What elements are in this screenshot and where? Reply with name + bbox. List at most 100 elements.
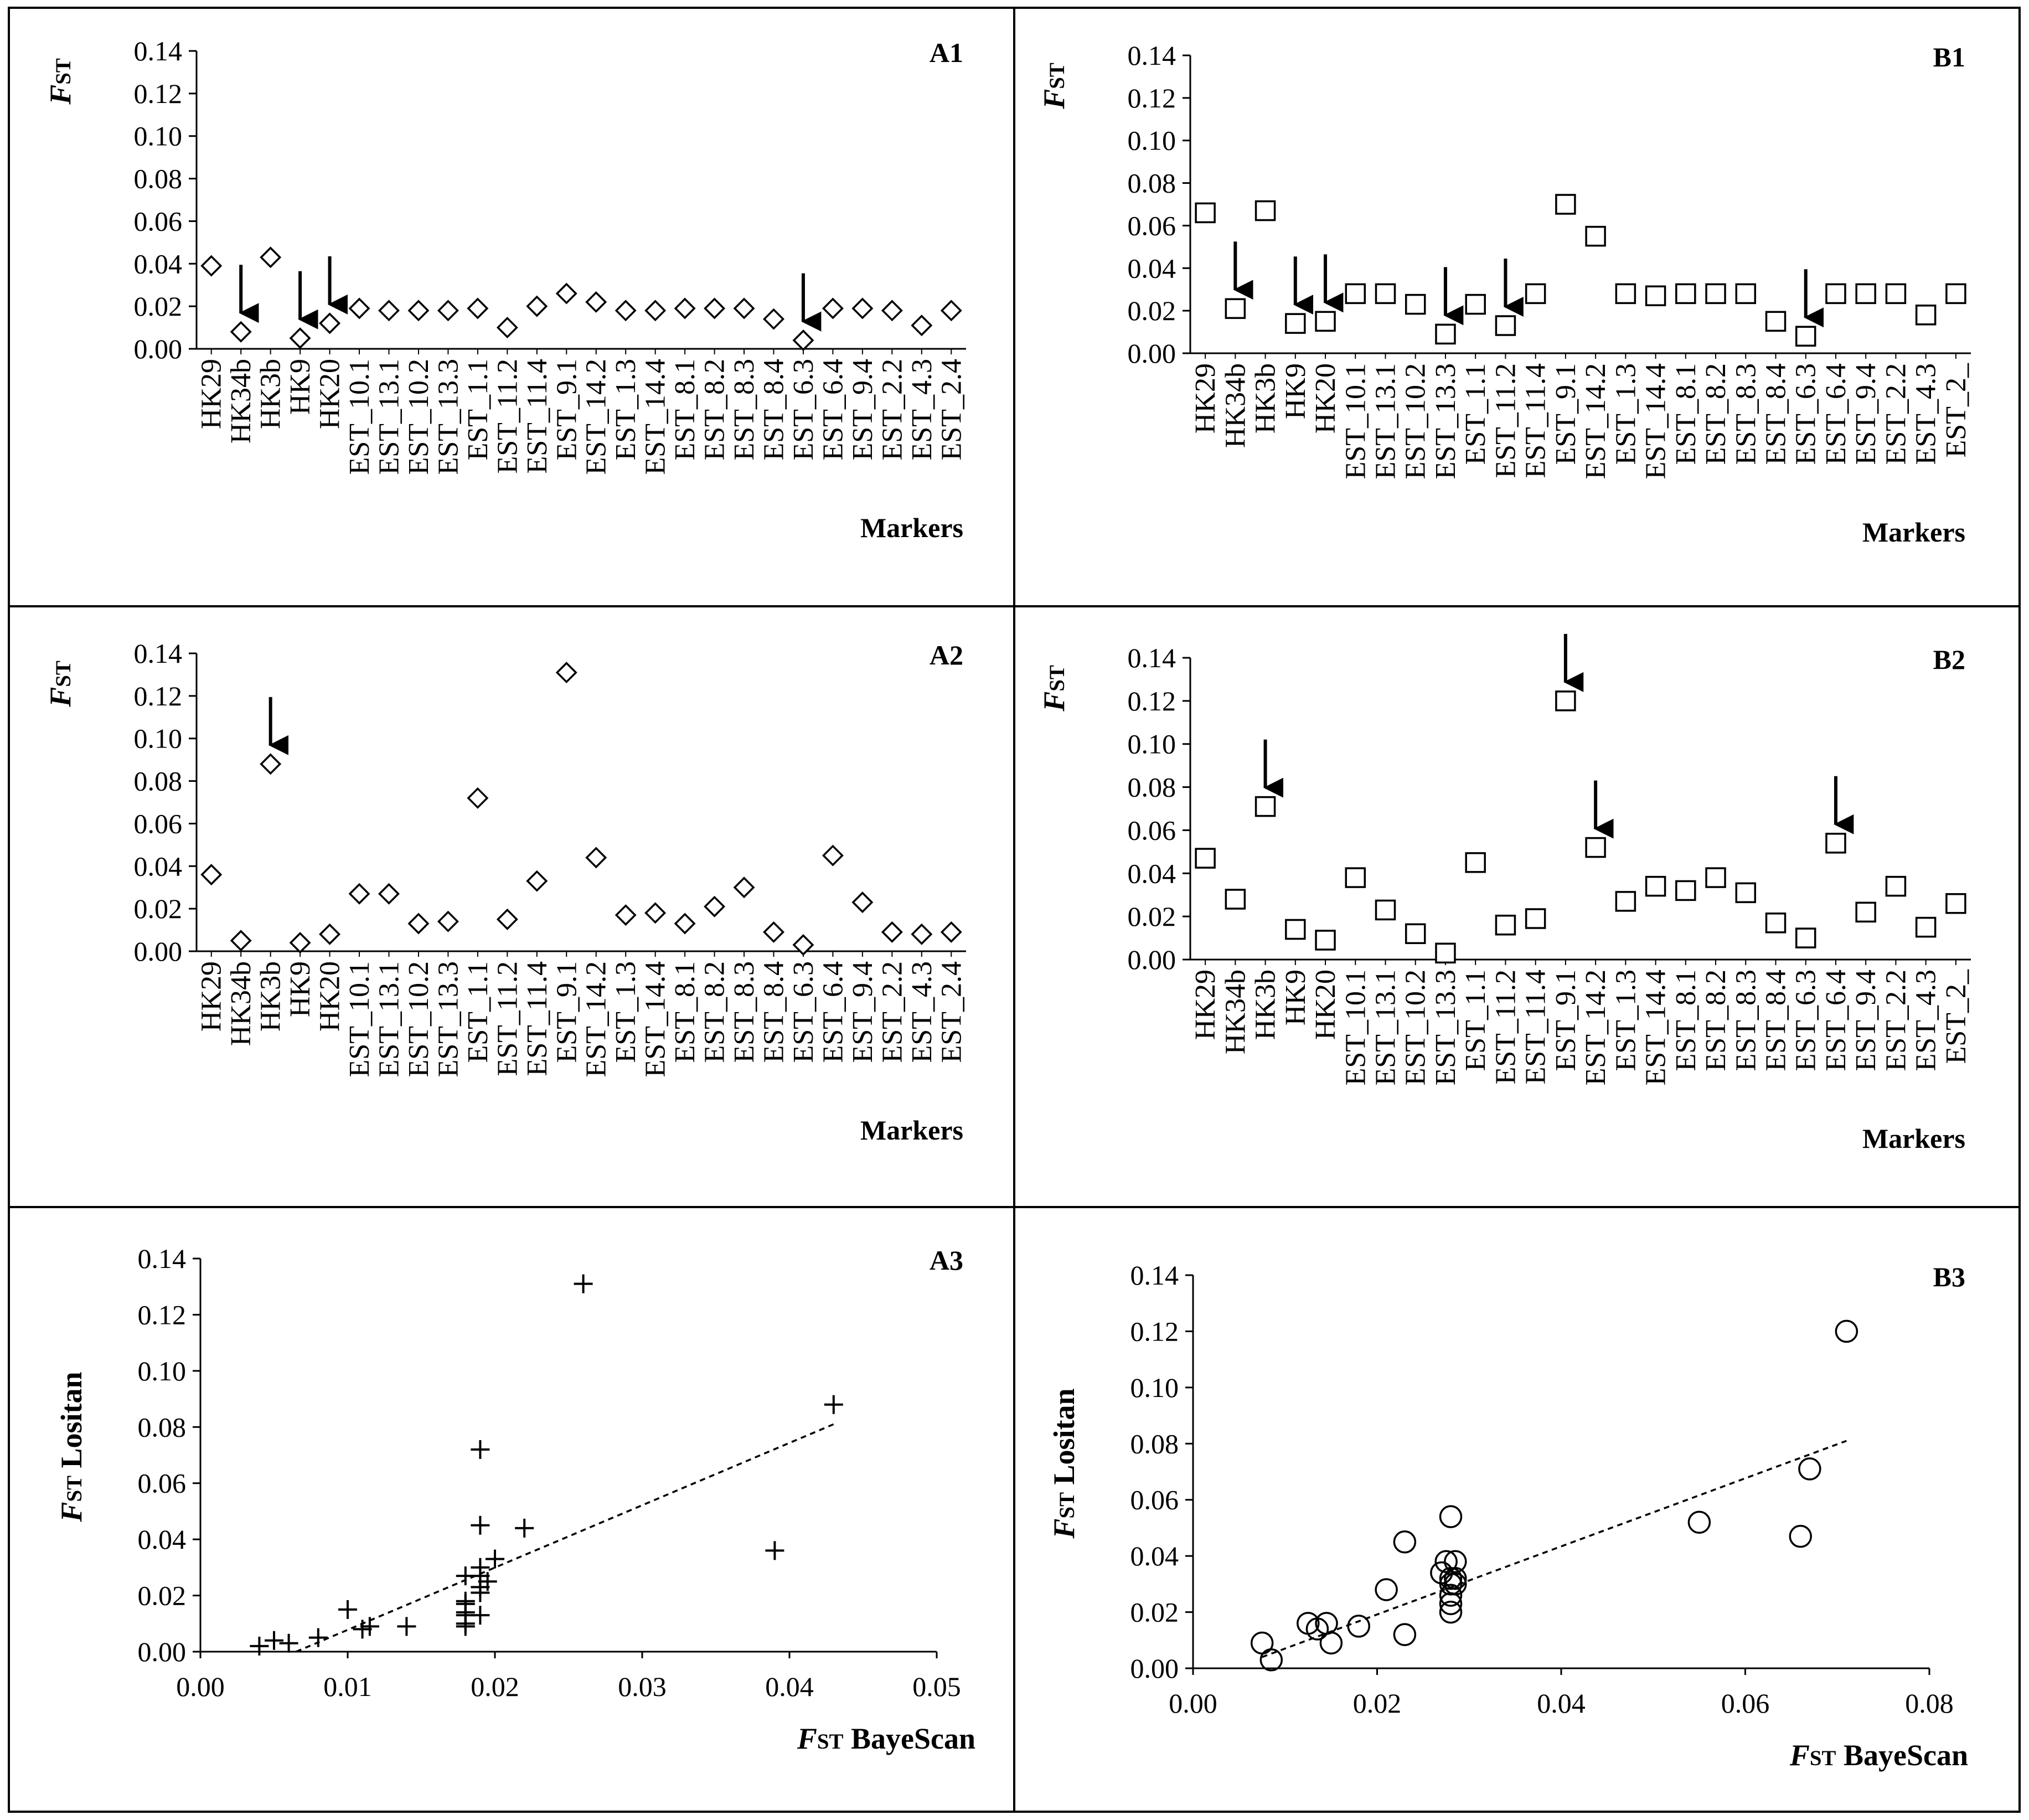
x-tick-label: EST_8.3 <box>1730 970 1762 1071</box>
data-point <box>1825 833 1846 854</box>
y-axis-label: FST <box>1037 63 1071 110</box>
data-point <box>704 895 726 917</box>
data-point <box>1615 283 1636 305</box>
y-tick-label: 0.14 <box>1130 1260 1179 1291</box>
x-tick-label: EST_6.4 <box>817 359 849 460</box>
x-tick-label: EST_11.4 <box>1520 363 1552 478</box>
data-point <box>319 923 341 945</box>
x-tick-label: EST_10.1 <box>344 359 375 475</box>
x-tick-label: EST_14.4 <box>1640 970 1672 1085</box>
x-tick-label: HK34b <box>225 359 257 444</box>
x-tick-label: EST_13.3 <box>432 359 464 475</box>
x-tick-label: EST_4.3 <box>906 359 938 460</box>
data-point <box>911 923 933 945</box>
x-tick-label: EST_8.2 <box>699 359 731 460</box>
x-axis-label: Markers <box>1862 1123 1965 1154</box>
x-tick-label: EST_6.4 <box>1820 363 1852 465</box>
x-tick-label: EST_14.2 <box>1580 363 1612 479</box>
data-point <box>1259 1648 1283 1672</box>
y-tick-label: 0.04 <box>138 1524 187 1555</box>
x-tick-label: 0.04 <box>1537 1688 1586 1719</box>
data-point <box>585 847 607 869</box>
data-point <box>1225 298 1246 319</box>
data-point <box>1735 283 1757 305</box>
x-tick-label: EST_11.2 <box>492 961 523 1076</box>
x-tick-label: HK9 <box>285 359 316 415</box>
y-axis-label: FST <box>1037 665 1071 712</box>
data-point <box>1495 315 1516 336</box>
data-point <box>338 1600 357 1619</box>
x-tick-label: HK3b <box>1250 363 1282 434</box>
data-point <box>1525 908 1546 929</box>
x-tick-label: EST_6.4 <box>1820 970 1852 1071</box>
x-tick-label: EST_2_ <box>1940 969 1972 1064</box>
data-point <box>1675 880 1696 901</box>
data-point <box>881 300 903 322</box>
data-point <box>319 312 341 334</box>
x-tick-label: EST_1.3 <box>610 961 642 1063</box>
x-tick-label: HK9 <box>1280 970 1312 1025</box>
data-point <box>1789 1524 1812 1548</box>
x-tick-label: EST_8.3 <box>729 961 760 1063</box>
panel-label: A1 <box>930 37 963 68</box>
data-point <box>1645 875 1666 897</box>
x-tick-label: EST_11.4 <box>1520 970 1552 1085</box>
x-tick-label: 0.06 <box>1721 1688 1770 1719</box>
y-tick-label: 0.12 <box>1128 685 1176 716</box>
x-tick-label: HK34b <box>1220 970 1251 1054</box>
x-tick-label: HK29 <box>1190 970 1221 1040</box>
y-tick-label: 0.04 <box>134 248 183 279</box>
data-point <box>585 291 607 313</box>
data-point <box>1645 285 1666 306</box>
x-tick-label: EST_11.4 <box>522 961 553 1076</box>
data-point <box>555 282 577 305</box>
x-tick-label: EST_6.3 <box>788 359 819 460</box>
x-tick-label: EST_1.1 <box>462 961 494 1063</box>
x-tick-label: HK20 <box>1310 970 1341 1040</box>
y-tick-label: 0.06 <box>134 808 183 839</box>
x-tick-label: HK29 <box>1190 363 1221 434</box>
y-tick-label: 0.08 <box>1128 772 1176 803</box>
x-axis-label: Markers <box>860 1115 963 1146</box>
data-point <box>230 321 252 343</box>
y-tick-label: 0.04 <box>1128 252 1176 283</box>
x-tick-label: EST_10.2 <box>1400 970 1432 1085</box>
data-point <box>456 1614 475 1633</box>
y-axis-label: FST <box>44 661 77 708</box>
data-point <box>1795 326 1816 347</box>
data-point <box>1444 1566 1467 1590</box>
data-point <box>471 1606 490 1625</box>
data-point <box>1495 914 1516 936</box>
y-tick-label: 0.10 <box>138 1355 187 1386</box>
y-tick-label: 0.08 <box>1128 168 1176 199</box>
data-point <box>1735 882 1757 904</box>
y-axis-label: FST Lositan <box>1047 1388 1081 1539</box>
data-point <box>792 329 814 352</box>
x-tick-label: EST_11.2 <box>492 359 523 474</box>
data-point <box>1195 848 1216 869</box>
y-tick-label: 0.08 <box>134 163 183 194</box>
y-tick-label: 0.00 <box>1128 944 1176 975</box>
y-tick-label: 0.10 <box>1128 729 1176 760</box>
y-tick-label: 0.10 <box>134 723 183 754</box>
x-tick-label: EST_2.2 <box>1880 363 1912 465</box>
x-tick-label: EST_8.4 <box>758 359 790 460</box>
data-point <box>1615 891 1636 912</box>
data-point <box>1825 283 1846 305</box>
data-point <box>526 295 548 317</box>
y-tick-label: 0.00 <box>134 936 183 967</box>
x-tick-label: EST_13.3 <box>1430 363 1462 479</box>
data-point <box>824 1395 843 1414</box>
x-tick-label: EST_13.1 <box>374 961 405 1077</box>
data-point <box>1285 919 1306 940</box>
data-point <box>822 844 844 867</box>
data-point <box>1315 930 1336 951</box>
data-point <box>1675 283 1696 305</box>
x-tick-label: EST_13.3 <box>432 961 464 1077</box>
data-point <box>1345 283 1366 305</box>
data-point <box>260 753 282 775</box>
data-point <box>1525 283 1546 305</box>
data-point <box>437 300 459 322</box>
data-point <box>674 297 696 319</box>
x-tick-label: HK29 <box>196 961 228 1032</box>
